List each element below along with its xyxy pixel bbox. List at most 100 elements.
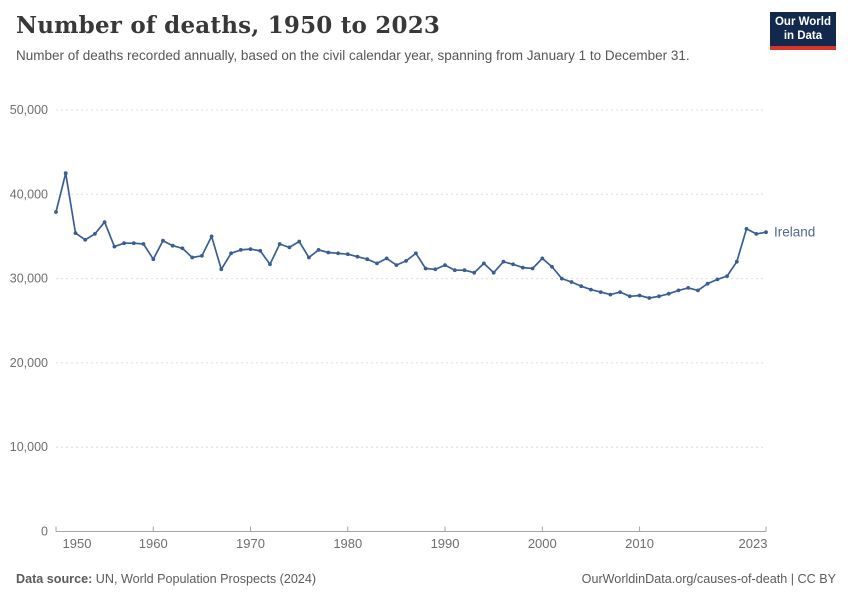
- data-point-marker: [501, 259, 506, 264]
- footer-credit: OurWorldinData.org/causes-of-death | CC …: [582, 572, 836, 586]
- x-axis-tick-label: 1990: [431, 536, 460, 551]
- x-axis-tick-label: 2023: [739, 536, 768, 551]
- data-point-marker: [170, 243, 175, 248]
- license-text: | CC BY: [787, 572, 836, 586]
- data-point-marker: [83, 237, 88, 242]
- data-point-marker: [414, 251, 418, 256]
- data-point-marker: [520, 265, 525, 270]
- y-axis-tick-label: 20,000: [10, 356, 48, 370]
- data-point-marker: [141, 242, 146, 246]
- chart-header: Number of deaths, 1950 to 2023 Number of…: [16, 12, 756, 66]
- data-point-marker: [764, 230, 768, 235]
- data-point-marker: [287, 245, 292, 250]
- data-point-marker: [200, 253, 204, 258]
- data-point-marker: [122, 241, 126, 246]
- data-point-marker: [423, 266, 428, 271]
- x-axis-tick-label: 1950: [63, 536, 92, 551]
- data-point-marker: [618, 290, 622, 294]
- data-source-text: UN, World Population Prospects (2024): [92, 572, 317, 586]
- data-point-marker: [307, 255, 311, 260]
- data-point-marker: [375, 261, 379, 266]
- x-axis-tick-label: 1960: [139, 536, 168, 551]
- data-point-marker: [365, 257, 370, 262]
- data-point-marker: [511, 262, 515, 267]
- owid-url-link[interactable]: OurWorldinData.org/causes-of-death: [581, 572, 788, 586]
- data-point-marker: [112, 244, 117, 249]
- data-point-marker: [734, 259, 739, 264]
- data-point-marker: [589, 287, 593, 292]
- data-source-note: Data source: UN, World Population Prospe…: [16, 572, 316, 586]
- data-point-marker: [540, 256, 545, 261]
- data-point-marker: [433, 267, 438, 272]
- data-point-marker: [404, 259, 408, 263]
- data-point-marker: [647, 296, 652, 300]
- data-point-marker: [744, 227, 749, 231]
- y-axis-tick-label: 0: [41, 525, 48, 539]
- data-point-marker: [627, 294, 632, 299]
- y-axis-tick-label: 10,000: [10, 440, 48, 454]
- data-point-marker: [715, 277, 720, 282]
- data-point-marker: [462, 268, 467, 273]
- data-point-marker: [151, 257, 156, 262]
- data-point-marker: [569, 280, 574, 284]
- x-axis-tick-label: 2010: [625, 536, 654, 551]
- data-point-marker: [209, 234, 214, 239]
- data-point-marker: [608, 292, 613, 297]
- data-point-marker: [63, 171, 68, 176]
- series-label-ireland: Ireland: [774, 225, 815, 240]
- data-point-marker: [229, 251, 234, 256]
- data-point-marker: [93, 232, 97, 236]
- data-point-marker: [73, 231, 78, 236]
- data-point-marker: [336, 251, 340, 256]
- owid-logo[interactable]: Our World in Data: [770, 12, 836, 50]
- data-point-marker: [102, 220, 107, 225]
- data-point-marker: [452, 268, 457, 273]
- data-point-marker: [686, 286, 691, 290]
- data-point-marker: [355, 254, 360, 259]
- data-point-marker: [579, 284, 584, 289]
- data-point-marker: [394, 263, 399, 267]
- data-point-marker: [161, 238, 165, 243]
- data-point-marker: [696, 288, 700, 293]
- y-axis-tick-label: 40,000: [10, 187, 48, 201]
- data-point-marker: [472, 270, 477, 275]
- data-point-marker: [277, 242, 282, 246]
- data-point-marker: [297, 239, 302, 244]
- data-source-label: Data source:: [16, 572, 93, 586]
- data-point-marker: [326, 250, 331, 255]
- data-point-marker: [666, 291, 671, 296]
- data-point-marker: [482, 261, 486, 266]
- data-point-marker: [248, 247, 253, 252]
- data-point-marker: [180, 246, 185, 251]
- data-point-marker: [443, 263, 447, 267]
- data-point-marker: [268, 262, 272, 267]
- chart-footer: Data source: UN, World Population Prospe…: [16, 572, 836, 586]
- data-point-marker: [676, 288, 681, 293]
- data-point-marker: [725, 274, 729, 278]
- x-axis-tick-label: 1970: [236, 536, 265, 551]
- owid-logo-text: Our World in Data: [774, 15, 831, 42]
- chart-title: Number of deaths, 1950 to 2023: [16, 12, 441, 39]
- data-point-marker: [219, 267, 224, 272]
- y-axis-tick-label: 30,000: [10, 272, 48, 286]
- x-axis-tick-label: 2000: [528, 536, 557, 551]
- data-point-marker: [598, 290, 603, 294]
- data-point-marker: [131, 241, 136, 246]
- data-point-marker: [54, 210, 58, 214]
- series-line-ireland: [55, 172, 767, 299]
- data-point-marker: [190, 255, 195, 260]
- chart-subtitle: Number of deaths recorded annually, base…: [16, 48, 690, 63]
- data-point-marker: [491, 270, 496, 275]
- data-point-marker: [238, 248, 243, 252]
- data-point-marker: [258, 248, 263, 253]
- data-point-marker: [657, 294, 661, 299]
- data-point-marker: [345, 252, 350, 257]
- y-axis-tick-label: 50,000: [10, 103, 48, 117]
- data-point-marker: [530, 266, 535, 271]
- data-point-marker: [705, 281, 710, 286]
- x-axis-tick-label: 1980: [333, 536, 362, 551]
- data-point-marker: [384, 256, 389, 261]
- data-point-marker: [550, 264, 554, 269]
